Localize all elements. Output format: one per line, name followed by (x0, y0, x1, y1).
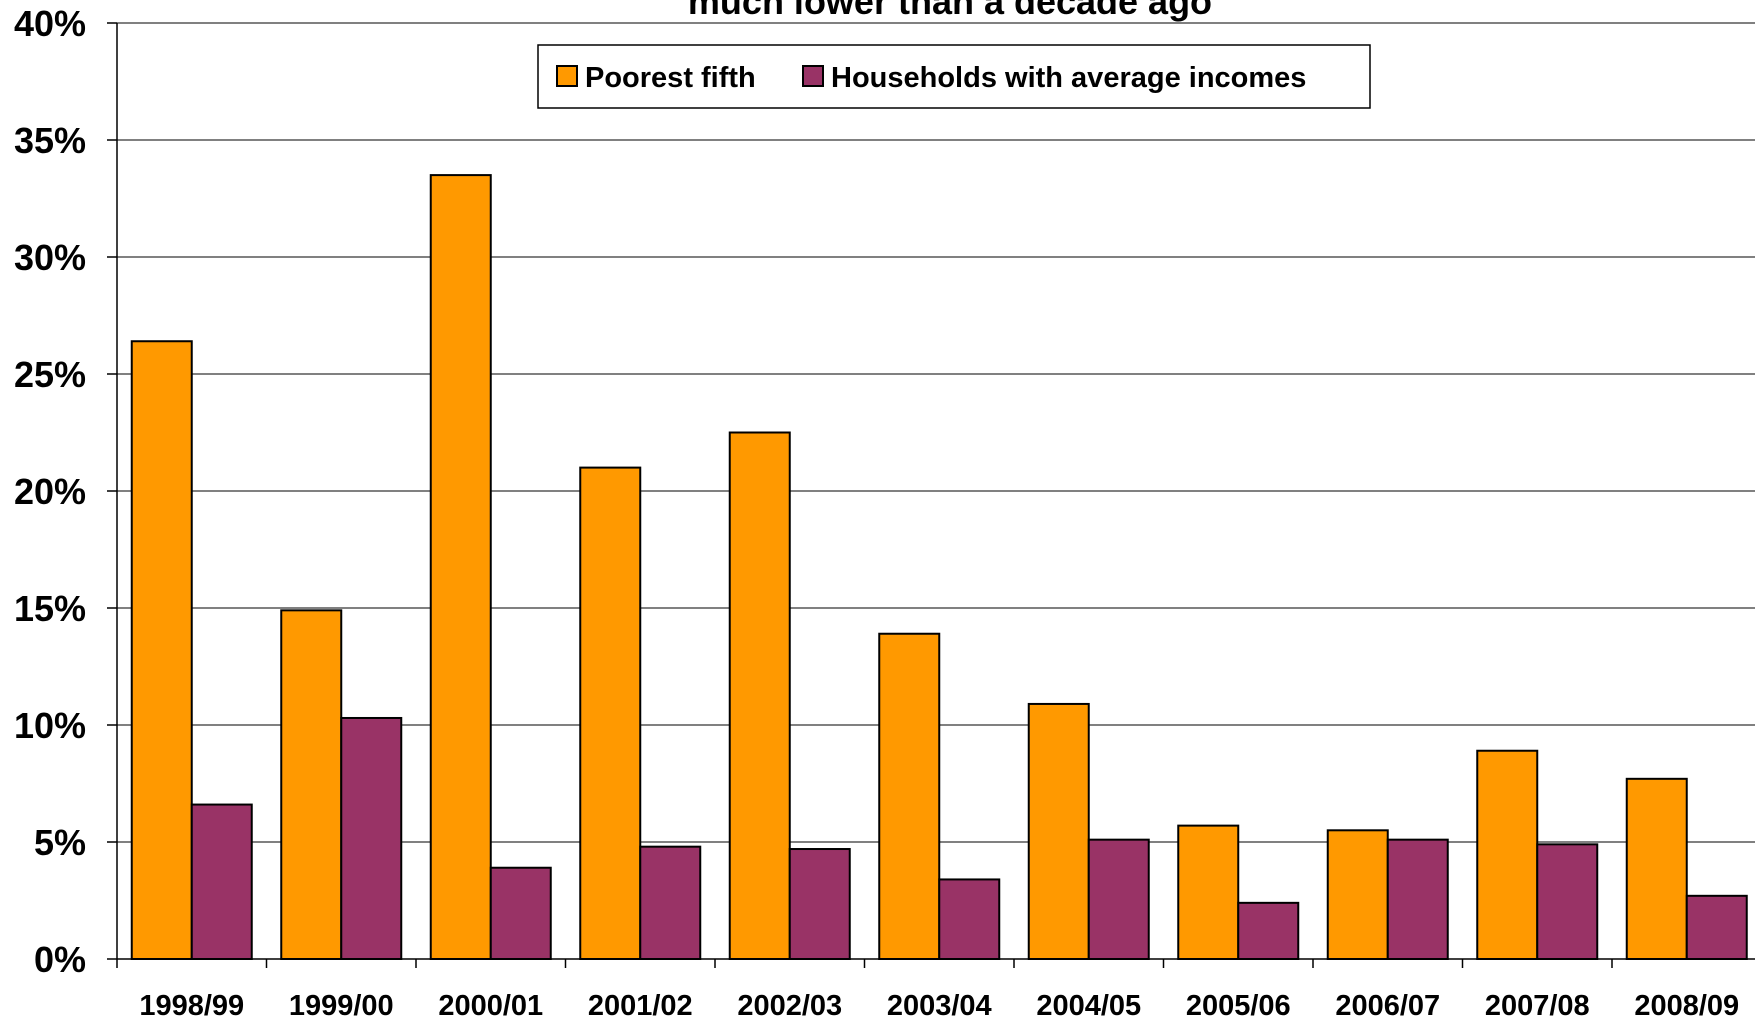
y-tick-label-3: 15% (14, 588, 86, 629)
bar-poorest-fifth-1998-99 (130, 340, 193, 960)
x-tick-label-1998-99: 1998/99 (139, 990, 244, 1020)
bar-average-incomes-1998-99 (190, 803, 253, 960)
x-tick-label-2002-03: 2002/03 (737, 990, 842, 1020)
y-tick-label-5: 25% (14, 354, 86, 395)
bar-poorest-fifth-2000-01 (429, 174, 492, 961)
x-tick-label-2005-06: 2005/06 (1186, 990, 1291, 1020)
bar-poorest-fifth-2001-02 (579, 466, 642, 960)
legend: Poorest fifth Households with average inc… (537, 44, 1371, 109)
bar-poorest-fifth-1999-00 (280, 609, 343, 961)
y-tick-label-0: 0% (34, 939, 86, 980)
bar-average-incomes-2001-02 (639, 845, 702, 960)
bar-average-incomes-2003-04 (938, 878, 1001, 960)
legend-label-average-incomes: Households with average incomes (831, 62, 1306, 94)
legend-box (537, 44, 1371, 109)
bar-average-incomes-1999-00 (340, 716, 403, 960)
legend-swatch-average-incomes (802, 65, 824, 87)
bar-average-incomes-2006-07 (1386, 838, 1449, 960)
y-tick-labels: 0% 5% 10% 15% 20% 25% 30% 35% 40% (14, 3, 86, 980)
bar-average-incomes-2000-01 (489, 866, 552, 960)
x-tick-label-1999-00: 1999/00 (289, 990, 394, 1020)
x-tick-labels: 1998/99 1999/00 2000/01 2001/02 2002/03 2003/… (139, 990, 1739, 1020)
bar-average-incomes-2002-03 (788, 848, 851, 961)
y-tick-label-2: 10% (14, 705, 86, 746)
bar-average-incomes-2007-08 (1536, 843, 1599, 961)
y-tick-label-7: 35% (14, 120, 86, 161)
bar-poorest-fifth-2002-03 (728, 431, 791, 960)
bar-poorest-fifth-2005-06 (1177, 824, 1240, 960)
bar-average-incomes-2004-05 (1087, 838, 1150, 960)
y-tick-label-1: 5% (34, 822, 86, 863)
chart-title: much lower than a decade ago (688, 0, 1212, 22)
x-tick-label-2004-05: 2004/05 (1036, 990, 1141, 1020)
legend-swatch-poorest-fifth (556, 65, 578, 87)
bar-poorest-fifth-2007-08 (1476, 749, 1539, 960)
bar-average-incomes-2005-06 (1237, 901, 1300, 961)
bars (130, 174, 1748, 961)
bar-poorest-fifth-2008-09 (1625, 777, 1688, 960)
x-tick-label-2006-07: 2006/07 (1335, 990, 1440, 1020)
bar-poorest-fifth-2003-04 (878, 632, 941, 960)
y-tick-label-4: 20% (14, 471, 86, 512)
x-tick-label-2008-09: 2008/09 (1634, 990, 1739, 1020)
y-tick-label-6: 30% (14, 237, 86, 278)
bar-poorest-fifth-2006-07 (1326, 829, 1389, 960)
bar-poorest-fifth-2004-05 (1027, 702, 1090, 960)
x-tick-label-2001-02: 2001/02 (588, 990, 693, 1020)
legend-label-poorest-fifth: Poorest fifth (585, 62, 756, 94)
x-tick-label-2007-08: 2007/08 (1485, 990, 1590, 1020)
y-tick-label-8: 40% (14, 3, 86, 44)
axes (107, 22, 1755, 968)
x-tick-label-2003-04: 2003/04 (887, 990, 992, 1020)
x-tick-label-2000-01: 2000/01 (438, 990, 543, 1020)
bar-average-incomes-2008-09 (1685, 894, 1748, 961)
